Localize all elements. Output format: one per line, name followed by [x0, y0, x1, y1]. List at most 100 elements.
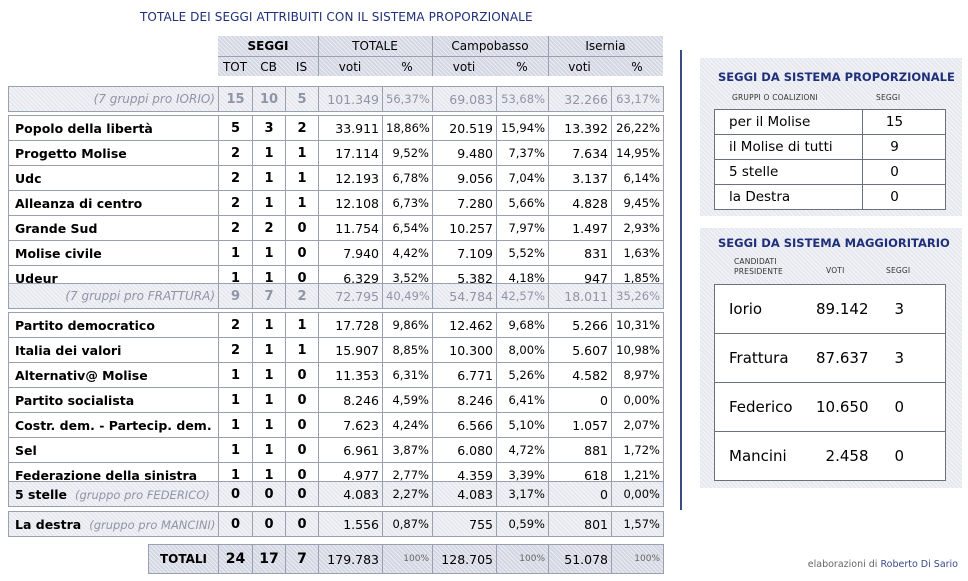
pct-is: 10,98%	[611, 337, 664, 363]
seat-cb: 1	[252, 412, 286, 438]
pct-total: 6,78%	[382, 165, 433, 191]
votes-is: 13.392	[548, 115, 612, 141]
credit-prefix: elaborazioni di	[807, 559, 878, 570]
party-name: Molise civile	[8, 240, 219, 266]
candidate-name: Iorio	[714, 284, 795, 334]
votes-is: 4.828	[548, 190, 612, 216]
party-row: Partito socialista 1 1 0 8.246 4,59% 8.246 6,41…	[8, 387, 664, 413]
votes-total: 6.961	[318, 437, 383, 463]
party-name: Italia dei valori	[8, 337, 219, 363]
votes-cb: 12.462	[432, 312, 497, 338]
credit: elaborazioni di Roberto Di Sario	[808, 559, 958, 570]
pct-cb: 53,68%	[496, 86, 549, 112]
seat-is: 1	[285, 312, 319, 338]
pct-cb: 42,57%	[496, 283, 549, 309]
votes-is: 1.497	[548, 215, 612, 241]
seat-tot: 24	[218, 544, 253, 574]
pct-is: 0,00%	[611, 481, 664, 507]
seat-tot: 1	[218, 362, 253, 388]
seat-is: 0	[285, 362, 319, 388]
seat-is: 2	[285, 283, 319, 309]
votes-total: 12.108	[318, 190, 383, 216]
votes-is: 32.266	[548, 86, 612, 112]
pct-total: 3,87%	[382, 437, 433, 463]
votes-total: 11.353	[318, 362, 383, 388]
pct-cb: 6,41%	[496, 387, 549, 413]
votes-is: 881	[548, 437, 612, 463]
seat-cb: 1	[252, 337, 286, 363]
votes-cb: 10.300	[432, 337, 497, 363]
votes-is: 7.634	[548, 140, 612, 166]
seat-cb: 17	[252, 544, 286, 574]
candidate-name: Federico	[714, 382, 795, 432]
votes-is: 0	[548, 481, 612, 507]
header-cb-pct: %	[516, 60, 528, 74]
pct-is: 14,95%	[611, 140, 664, 166]
coalition-seggi: 15	[862, 109, 946, 135]
seat-is: 0	[285, 511, 319, 537]
candidate-seggi: 0	[882, 382, 946, 432]
party-row: Costr. dem. - Partecip. dem. 1 1 0 7.623 4,24…	[8, 412, 664, 438]
party-name: Costr. dem. - Partecip. dem.	[8, 412, 219, 438]
votes-cb: 4.083	[432, 481, 497, 507]
party-name: Udc	[8, 165, 219, 191]
candidate-row: Iorio 89.142 3	[714, 284, 946, 334]
seat-tot: 5	[218, 115, 253, 141]
maggioritario-table: Iorio 89.142 3 Frattura 87.637 3 Federico 10.65…	[714, 284, 946, 481]
candidate-row: Frattura 87.637 3	[714, 333, 946, 383]
votes-is: 5.266	[548, 312, 612, 338]
cinque-stelle-table: 5 stelle (gruppo pro FEDERICO) 0 0 0 4.08…	[8, 481, 664, 507]
pct-is: 10,31%	[611, 312, 664, 338]
pct-total: 40,49%	[382, 283, 433, 309]
pct-total: 2,27%	[382, 481, 433, 507]
group-label: (7 gruppi pro FRATTURA)	[8, 283, 219, 309]
pct-is: 8,97%	[611, 362, 664, 388]
col-seggi-magg: SEGGI	[886, 266, 911, 275]
seat-cb: 1	[252, 312, 286, 338]
pct-is: 9,45%	[611, 190, 664, 216]
seat-tot: 15	[218, 86, 253, 112]
votes-cb: 54.784	[432, 283, 497, 309]
pct-total: 4,24%	[382, 412, 433, 438]
party-row: Popolo della libertà 5 3 2 33.911 18,86% 20.51…	[8, 115, 664, 141]
seat-tot: 1	[218, 240, 253, 266]
seat-is: 0	[285, 387, 319, 413]
pct-total: 9,52%	[382, 140, 433, 166]
pct-total: 6,54%	[382, 215, 433, 241]
pct-cb: 8,00%	[496, 337, 549, 363]
seat-is: 0	[285, 481, 319, 507]
pct-is: 35,26%	[611, 283, 664, 309]
candidate-row: Mancini 2.458 0	[714, 431, 946, 481]
seat-is: 0	[285, 437, 319, 463]
candidate-voti: 87.637	[794, 333, 883, 383]
seat-cb: 1	[252, 165, 286, 191]
pct-is: 100%	[611, 544, 664, 574]
party-row: Alleanza di centro 2 1 1 12.108 6,73% 7.280 5,6…	[8, 190, 664, 216]
col-candidati-line1: CANDIDATI	[734, 257, 777, 266]
seat-tot: 2	[218, 337, 253, 363]
votes-is: 4.582	[548, 362, 612, 388]
party-row: Sel 1 1 0 6.961 3,87% 6.080 4,72% 881 1,72%	[8, 437, 664, 463]
votes-cb: 6.771	[432, 362, 497, 388]
votes-total: 11.754	[318, 215, 383, 241]
seat-cb: 7	[252, 283, 286, 309]
seat-tot: 1	[218, 387, 253, 413]
pct-cb: 100%	[496, 544, 549, 574]
party-name: Alternativ@ Molise	[8, 362, 219, 388]
votes-total: 101.349	[318, 86, 383, 112]
pct-cb: 7,04%	[496, 165, 549, 191]
pct-is: 1,63%	[611, 240, 664, 266]
votes-total: 179.783	[318, 544, 383, 574]
pct-cb: 5,66%	[496, 190, 549, 216]
coalition-row: 5 stelle 0	[714, 159, 946, 185]
candidate-voti: 89.142	[794, 284, 883, 334]
seat-tot: 0	[218, 481, 253, 507]
party-row: Progetto Molise 2 1 1 17.114 9,52% 9.480 7,37% 7…	[8, 140, 664, 166]
col-candidati-line2: PRESIDENTE	[734, 267, 783, 276]
credit-author: Roberto Di Sario	[880, 559, 958, 570]
coalition-name: per il Molise	[714, 109, 863, 135]
votes-is: 18.011	[548, 283, 612, 309]
seat-cb: 0	[252, 481, 286, 507]
candidate-row: Federico 10.650 0	[714, 382, 946, 432]
votes-total: 17.114	[318, 140, 383, 166]
